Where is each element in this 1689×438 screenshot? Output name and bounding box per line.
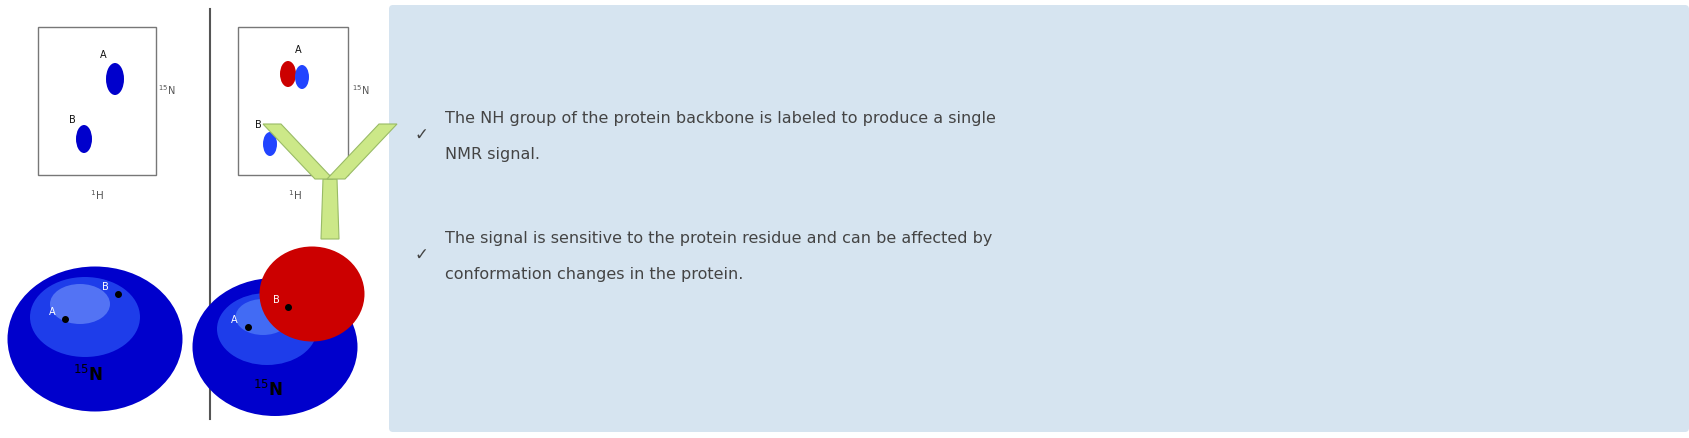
- Text: A: A: [100, 50, 106, 60]
- Text: The NH group of the protein backbone is labeled to produce a single: The NH group of the protein backbone is …: [444, 110, 995, 125]
- Ellipse shape: [280, 62, 296, 88]
- Ellipse shape: [106, 64, 123, 96]
- Text: A: A: [231, 314, 236, 324]
- Bar: [37, 28, 155, 176]
- Polygon shape: [263, 125, 333, 180]
- Text: $^{1}$H: $^{1}$H: [287, 187, 302, 201]
- Ellipse shape: [193, 279, 358, 416]
- Polygon shape: [321, 180, 339, 240]
- Text: $^{15}$N: $^{15}$N: [253, 379, 282, 399]
- Text: B: B: [255, 120, 262, 130]
- Text: A: A: [49, 306, 56, 316]
- Text: $^{1}$H: $^{1}$H: [90, 187, 103, 201]
- FancyBboxPatch shape: [388, 6, 1687, 432]
- Text: NMR signal.: NMR signal.: [444, 147, 540, 162]
- Ellipse shape: [260, 247, 365, 342]
- Ellipse shape: [216, 293, 318, 365]
- Text: B: B: [69, 115, 76, 125]
- Polygon shape: [326, 125, 397, 180]
- Text: conformation changes in the protein.: conformation changes in the protein.: [444, 267, 743, 282]
- Ellipse shape: [296, 66, 309, 90]
- Ellipse shape: [263, 133, 277, 157]
- Text: A: A: [294, 45, 301, 55]
- Ellipse shape: [30, 277, 140, 357]
- Ellipse shape: [7, 267, 182, 412]
- Ellipse shape: [76, 126, 91, 154]
- Text: $^{15}$N: $^{15}$N: [73, 364, 103, 384]
- Bar: [238, 28, 348, 176]
- Text: B: B: [272, 294, 279, 304]
- Text: $^{15}$N: $^{15}$N: [157, 83, 176, 97]
- Ellipse shape: [51, 284, 110, 324]
- Text: The signal is sensitive to the protein residue and can be affected by: The signal is sensitive to the protein r…: [444, 230, 991, 245]
- Ellipse shape: [235, 299, 291, 335]
- Text: ✓: ✓: [415, 126, 429, 144]
- Text: B: B: [101, 281, 108, 291]
- Text: ✓: ✓: [415, 245, 429, 263]
- Text: $^{15}$N: $^{15}$N: [351, 83, 370, 97]
